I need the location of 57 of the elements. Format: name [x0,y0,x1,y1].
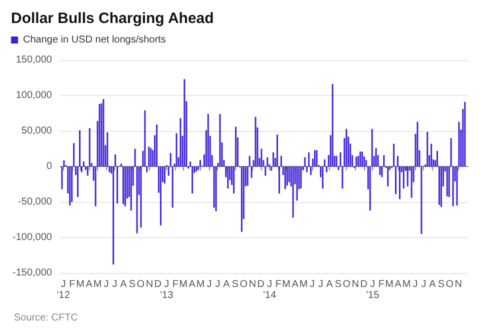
x-tick-label: M [196,279,205,290]
x-tick-label: A [394,279,402,290]
x-tick-label: A [188,279,196,290]
x-tick-label: A [120,279,128,290]
x-tick-label: N [352,279,360,290]
x-tick-label: J '13 [160,279,174,301]
legend-label: Change in USD net longs/shorts [23,34,166,46]
x-tick-label: N [146,279,154,290]
x-tick-label: J [412,279,418,290]
x-tick-label: M [179,279,188,290]
x-tick-label: A [429,279,436,290]
y-tick-label: 100,000 [16,90,52,101]
x-tick-label: M [282,279,290,290]
x-tick-label: D [154,279,162,290]
y-tick-label: -50,000 [18,196,52,208]
x-tick-label: O [342,279,351,290]
x-tick-label: J [104,279,109,290]
x-tick-label: S [334,279,342,290]
x-tick-label: F [69,279,76,290]
x-tick-label: J [318,279,324,290]
x-tick-label: J [206,279,212,290]
x-tick-label: M [299,279,308,290]
x-tick-label: J [310,279,315,290]
x-tick-label: F [275,279,282,290]
x-tick-label: M [93,279,102,290]
x-tick-label: A [223,279,230,290]
y-tick-label: 50,000 [21,126,52,136]
x-tick-label: S [438,279,445,290]
x-tick-label: J [421,279,426,290]
x-tick-label: S [232,279,239,290]
source-note: Source: CFTC [14,312,78,324]
chart-title: Dollar Bulls Charging Ahead [11,10,214,27]
x-tick-label: A [292,279,299,290]
x-tick-label: J '15 [366,279,380,301]
x-tick-label: J [215,279,220,290]
x-tick-label: D [360,279,368,290]
x-tick-label: M [402,279,411,290]
x-tick-label: O [136,279,145,290]
x-tick-label: N [248,279,256,290]
x-tick-label: A [326,279,334,290]
x-tick-label: M [76,279,84,290]
y-tick-label: -100,000 [12,232,52,243]
x-tick-label: N [454,279,462,290]
x-tick-label: J '14 [263,279,277,301]
x-tick-label: J '12 [56,279,70,301]
y-tick-label: 150,000 [16,54,52,66]
x-tick-label: J [112,279,118,290]
x-tick-label: D [257,279,265,290]
x-tick-label: O [240,279,248,290]
x-tick-label: S [128,279,136,290]
x-tick-label: O [446,279,454,290]
x-tick-label: M [385,279,394,290]
x-tick-label: F [378,279,384,290]
y-tick-label: 0 [46,161,52,172]
x-tick-label: A [86,279,93,290]
y-tick-label: -150,000 [12,268,52,278]
x-tick-label: F [172,279,178,290]
